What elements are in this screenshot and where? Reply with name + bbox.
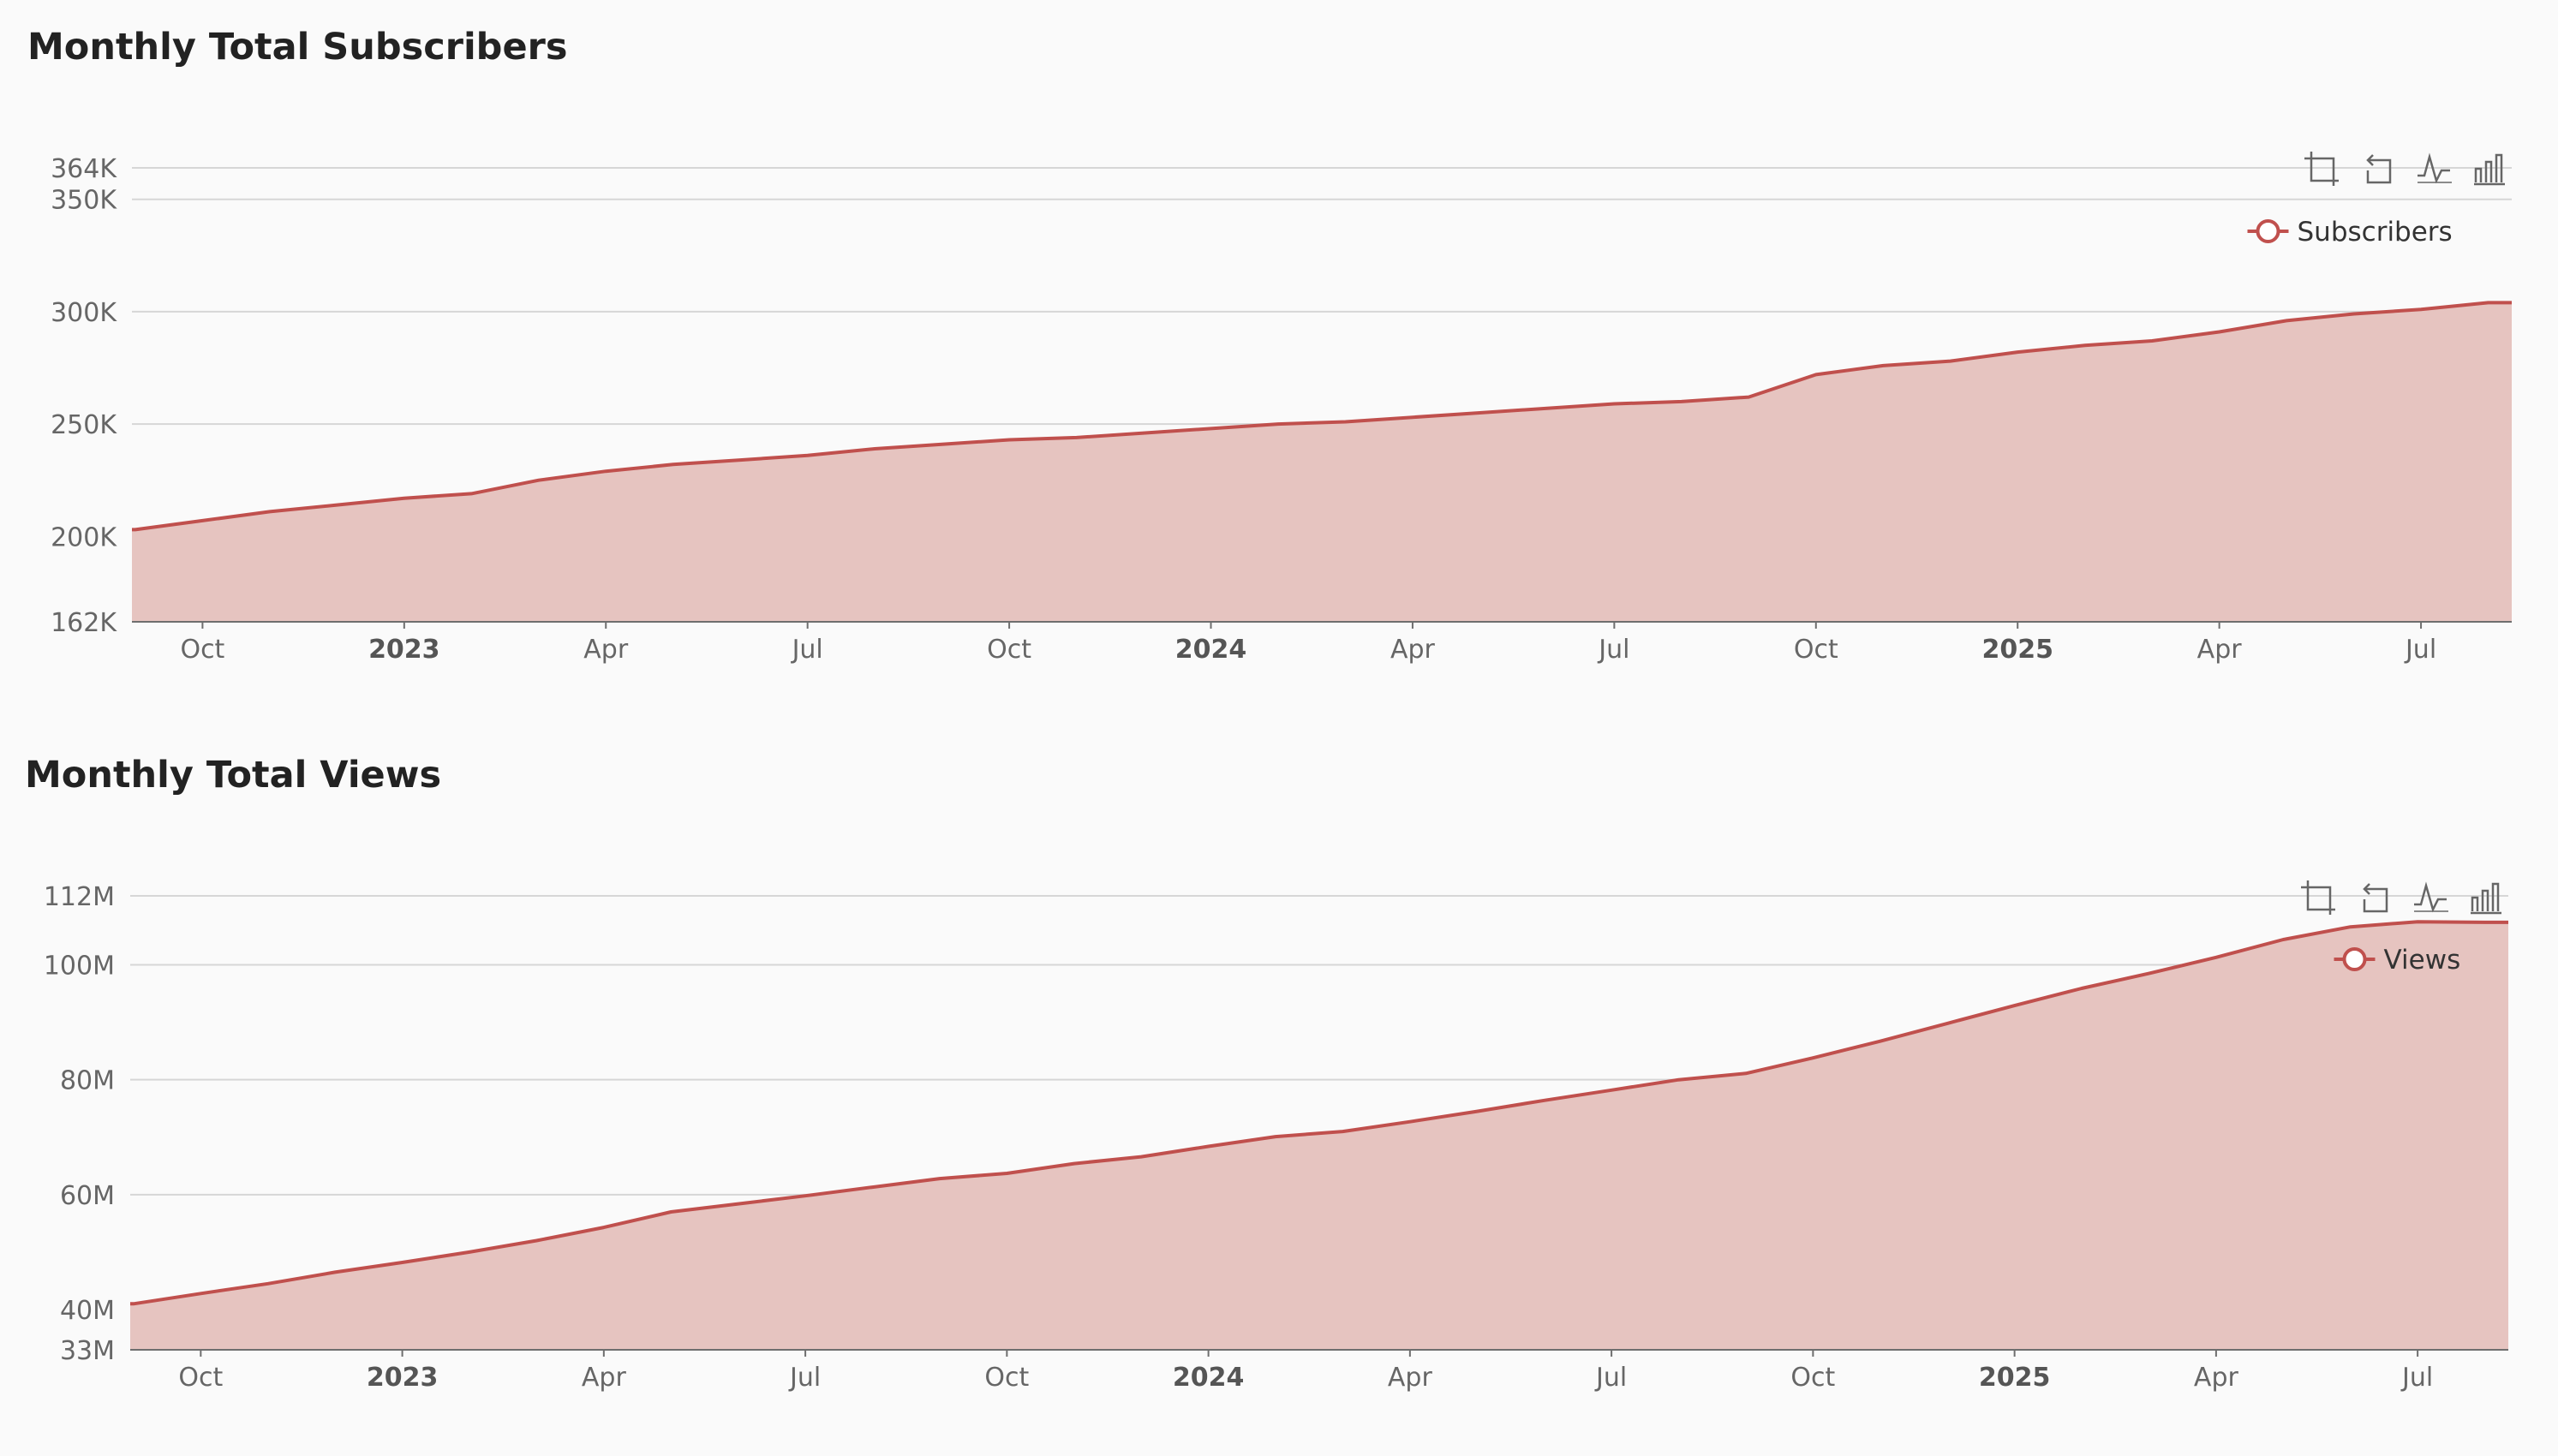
x-tick-label: Jul [788,1363,821,1393]
legend-label: Subscribers [2298,217,2453,248]
x-tick-label: Jul [2404,635,2436,665]
y-tick-label: 300K [51,298,117,328]
legend-marker-icon [2342,947,2367,971]
y-tick-label: 200K [51,522,117,552]
chart-title-views: Monthly Total Views [25,754,442,797]
x-tick-label: 2023 [367,1363,439,1393]
y-tick-label: 112M [44,882,115,912]
y-tick-label: 162K [51,608,117,638]
legend-marker-icon [2256,219,2280,243]
y-tick-label: 80M [60,1066,115,1096]
y-tick-label: 60M [60,1181,115,1211]
data-zoom-icon[interactable] [2301,880,2335,915]
bar-chart-icon[interactable] [2471,882,2501,915]
chart-title-subscribers: Monthly Total Subscribers [27,26,568,69]
legend-label: Views [2384,945,2461,976]
x-tick-label: Apr [583,635,629,665]
x-tick-label: Oct [180,635,224,665]
legend[interactable]: Subscribers [2247,217,2453,248]
bar-chart-icon[interactable] [2474,153,2505,186]
x-tick-label: 2025 [1979,1363,2051,1393]
x-tick-label: Jul [2400,1363,2433,1393]
y-tick-label: 40M [60,1296,115,1326]
zoom-reset-icon[interactable] [2363,883,2388,913]
y-tick-label: 100M [44,952,115,982]
x-tick-label: Apr [1390,635,1436,665]
legend[interactable]: Views [2334,945,2461,976]
x-tick-label: 2024 [1173,1363,1245,1393]
line-chart-icon[interactable] [2418,152,2452,184]
x-tick-label: Jul [1597,635,1629,665]
x-tick-label: Jul [1594,1363,1627,1393]
x-tick-label: 2025 [1981,635,2053,665]
y-tick-label: 350K [51,186,117,216]
x-tick-label: Oct [987,635,1031,665]
x-tick-label: Apr [582,1363,627,1393]
x-tick-label: 2024 [1175,635,1247,665]
x-tick-label: Oct [984,1363,1029,1393]
x-tick-label: Oct [1790,1363,1835,1393]
x-tick-label: Apr [2194,1363,2239,1393]
x-tick-label: Oct [178,1363,223,1393]
line-chart-icon[interactable] [2414,881,2448,913]
x-tick-label: Apr [1388,1363,1433,1393]
series-area [132,302,2512,622]
y-tick-label: 250K [51,410,117,440]
data-zoom-icon[interactable] [2304,152,2339,186]
series-line [130,920,2508,1306]
views-chart: 33M 40M 60M 80M 100M 112M Oct 2023 Apr Jul Oct 2024… [44,880,2508,1393]
series-area [130,922,2508,1350]
x-tick-label: 2023 [368,635,440,665]
series-line [132,301,2512,532]
x-tick-label: Oct [1794,635,1838,665]
x-tick-label: Jul [791,635,823,665]
x-tick-label: Apr [2197,635,2243,665]
y-tick-label: 33M [60,1336,115,1366]
zoom-reset-icon[interactable] [2366,154,2392,184]
y-tick-label: 364K [51,154,117,184]
